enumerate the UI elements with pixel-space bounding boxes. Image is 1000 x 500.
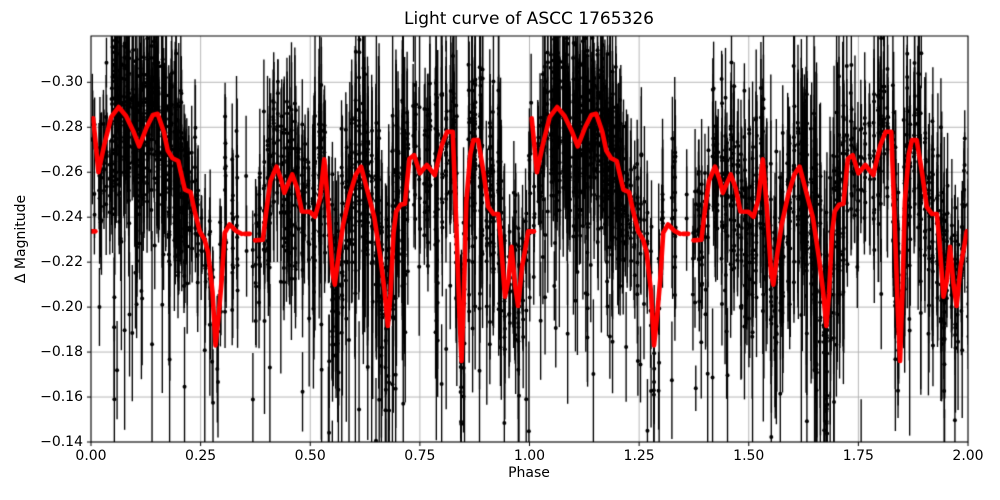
x-tick-label: 0.75 [404,448,436,464]
y-tick-label: −0.14 [40,434,83,450]
x-tick-label: 1.25 [623,448,655,464]
y-axis-label: Δ Magnitude [13,194,29,284]
chart-title: Light curve of ASCC 1765326 [404,9,654,29]
x-axis-label: Phase [508,465,550,481]
y-tick-label: −0.26 [40,164,83,181]
x-tick-label: 1.00 [513,448,546,464]
y-tick-label: −0.20 [40,299,83,316]
x-tick-label: 1.50 [733,448,765,464]
x-tick-label: 0.00 [75,448,107,464]
x-tick-label: 0.50 [294,448,326,464]
y-tick-label: −0.22 [40,254,83,271]
x-tick-label: 0.25 [185,448,217,464]
y-tick-label: −0.28 [40,119,83,136]
y-tick-label: −0.16 [40,389,83,406]
x-tick-label: 2.00 [952,448,984,464]
y-tick-label: −0.24 [40,209,83,226]
x-tick-label: 1.75 [842,448,874,464]
y-tick-label: −0.18 [40,344,83,361]
y-tick-label: −0.30 [40,74,83,91]
